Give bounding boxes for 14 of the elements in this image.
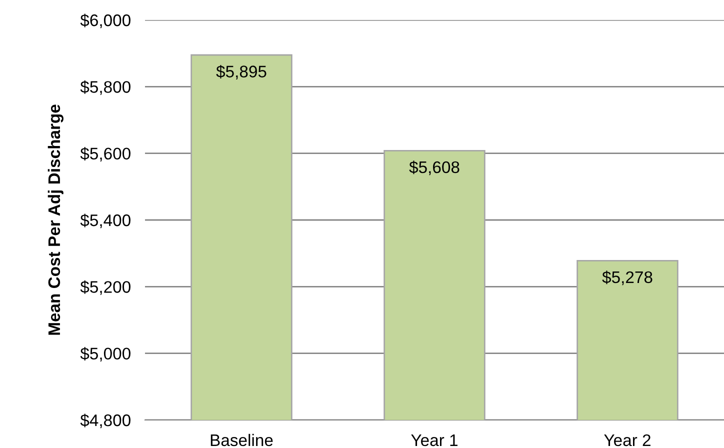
x-tick-label: Baseline	[210, 434, 273, 446]
data-label: $5,278	[602, 270, 652, 286]
y-tick-label: $6,000	[80, 14, 130, 28]
y-tick-label: $5,800	[80, 80, 130, 95]
x-tick-label: Year 1	[411, 434, 458, 446]
y-tick-label: $5,600	[80, 147, 130, 162]
data-label: $5,608	[409, 160, 460, 176]
data-label: $5,895	[216, 64, 266, 80]
x-tick-label: Year 2	[604, 434, 650, 446]
y-tick-label: $5,400	[80, 214, 130, 228]
y-axis-title: Mean Cost Per Adj Discharge	[48, 104, 64, 335]
y-tick-label: $4,800	[80, 414, 130, 428]
y-tick-label: $5,200	[80, 280, 130, 295]
y-tick-label: $5,000	[80, 347, 130, 362]
